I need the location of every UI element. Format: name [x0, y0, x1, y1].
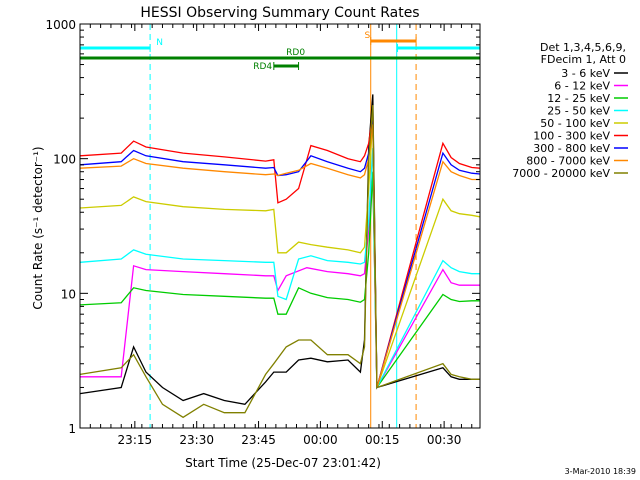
flag-label: RD0 — [286, 48, 305, 58]
plot-frame — [79, 23, 481, 429]
legend-entry-label: 7000 - 20000 keV — [512, 167, 610, 180]
legend-entry-label: 50 - 100 keV — [540, 117, 610, 130]
series-line — [79, 118, 481, 388]
legend-header: FDecim 1, Att 0 — [541, 53, 626, 66]
legend-entry-label: 300 - 800 keV — [533, 142, 610, 155]
series-line — [79, 171, 480, 390]
legend-entry-label: 25 - 50 keV — [547, 105, 610, 118]
y-tick-label: 1000 — [45, 18, 76, 32]
flag-label: S — [365, 31, 371, 41]
x-tick-label: 00:00 — [303, 433, 338, 447]
x-tick-label: 23:45 — [241, 433, 276, 447]
legend-entry-label: 100 - 300 keV — [533, 130, 610, 143]
flag-label: RD4 — [253, 62, 272, 72]
series-line — [80, 171, 480, 390]
series-line — [79, 124, 480, 388]
x-tick-label: 23:15 — [118, 433, 153, 447]
series-line — [79, 105, 480, 419]
series-line — [79, 118, 481, 388]
legend-entry-label: 800 - 7000 keV — [526, 155, 610, 168]
legend-entry-label: 3 - 6 keV — [561, 67, 610, 80]
y-axis-label: Count Rate (s⁻¹ detector⁻¹) — [31, 146, 45, 309]
flag-label: N — [156, 38, 163, 48]
chart-title: HESSI Observing Summary Count Rates — [140, 5, 419, 21]
x-tick-label: 00:15 — [365, 433, 400, 447]
y-tick-label: 100 — [53, 153, 76, 167]
footer-date: 3-Mar-2010 18:39 — [565, 467, 636, 476]
series-line — [79, 147, 480, 388]
legend-entry-label: 12 - 25 keV — [547, 92, 610, 105]
legend-header: Det 1,3,4,5,6,9, — [540, 41, 626, 54]
series-line — [79, 94, 480, 406]
x-tick-label: 23:30 — [179, 433, 214, 447]
legend-entry-label: 6 - 12 keV — [554, 80, 610, 93]
series-line — [79, 112, 481, 388]
x-axis-label: Start Time (25-Dec-07 23:01:42) — [185, 456, 381, 470]
x-tick-label: 00:30 — [427, 433, 462, 447]
y-tick-label: 10 — [61, 287, 76, 301]
y-tick-label: 1 — [68, 422, 76, 436]
